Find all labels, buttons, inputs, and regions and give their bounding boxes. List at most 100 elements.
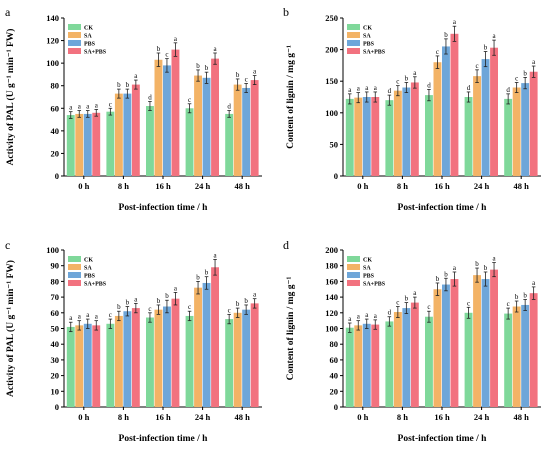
y-tick-label: 250 (325, 13, 338, 23)
y-tick-label: 80 (51, 81, 60, 91)
y-axis-label: Activity of PAL (U g⁻¹ min⁻¹ FW) (5, 260, 16, 397)
y-tick-label: 160 (325, 276, 338, 286)
bar-sa-pbs-8h (131, 308, 140, 407)
bar-sa-24h (194, 75, 202, 176)
bar-ck-16h (425, 316, 433, 407)
bar-sa-pbs-24h (490, 269, 498, 407)
significance-letter: c (475, 62, 478, 70)
y-tick-label: 40 (330, 371, 339, 381)
significance-letter: d (427, 81, 431, 89)
significance-letter: c (396, 78, 399, 86)
bar-pbs-48h (242, 309, 251, 407)
y-tick-label: 100 (325, 108, 338, 118)
bar-sa-8h (114, 315, 123, 407)
significance-letter: d (388, 309, 392, 317)
legend-label: PBS (84, 274, 96, 280)
significance-letter: a (253, 291, 257, 299)
x-tick-label: 8 h (397, 181, 408, 191)
bar-sa-pbs-24h (490, 47, 498, 177)
y-tick-label: 140 (325, 292, 338, 302)
significance-letter: d (227, 103, 231, 111)
bar-pbs-8h (402, 87, 411, 176)
legend-label: PBS (84, 42, 96, 48)
y-tick-label: 60 (330, 355, 339, 365)
bar-pbs-0h (83, 323, 92, 407)
bar-sa-0h (75, 113, 84, 176)
significance-letter: a (532, 279, 536, 287)
significance-letter: a (357, 85, 361, 93)
y-tick-label: 50 (330, 139, 339, 149)
x-tick-label: 8 h (118, 181, 129, 191)
x-tick-label: 0 h (78, 181, 89, 191)
panel-letter: c (5, 238, 10, 252)
bar-pbs-24h (481, 59, 490, 176)
bar-ck-0h (345, 98, 354, 176)
y-tick-label: 120 (325, 308, 338, 318)
significance-letter: c (507, 300, 510, 308)
x-axis-label: Post-infection time / h (119, 434, 209, 444)
significance-letter: a (348, 86, 352, 94)
y-tick-label: 200 (325, 245, 338, 255)
y-tick-label: 60 (51, 308, 60, 318)
y-tick-label: 0 (334, 402, 338, 412)
legend-swatch (68, 256, 81, 262)
bar-pbs-16h (163, 306, 171, 407)
significance-letter: b (196, 273, 200, 281)
bar-ck-48h (225, 113, 234, 176)
significance-letter: b (157, 45, 161, 53)
x-tick-label: 0 h (357, 181, 368, 191)
y-tick-label: 40 (51, 126, 60, 136)
significance-letter: c (515, 74, 518, 82)
bar-pbs-0h (362, 97, 371, 176)
x-tick-label: 24 h (195, 181, 211, 191)
bar-pbs-8h (402, 308, 411, 407)
x-tick-label: 16 h (434, 412, 450, 422)
y-tick-label: 180 (325, 261, 338, 271)
significance-letter: d (388, 87, 392, 95)
significance-letter: c (396, 299, 399, 307)
x-tick-label: 48 h (235, 181, 251, 191)
bar-sa-pbs-0h (92, 325, 101, 407)
panel-letter: b (283, 5, 289, 19)
significance-letter: b (244, 297, 248, 305)
significance-letter: a (348, 315, 352, 323)
x-tick-label: 24 h (195, 412, 211, 422)
bar-ck-8h (106, 111, 115, 176)
y-tick-label: 200 (325, 45, 338, 55)
x-tick-label: 48 h (235, 412, 251, 422)
y-tick-label: 20 (51, 371, 60, 381)
y-axis-label: Activity of PAL (U g⁻¹ min⁻¹ FW) (5, 29, 16, 166)
bar-sa-pbs-8h (410, 82, 419, 176)
significance-letter: b (523, 69, 527, 77)
bar-sa-24h (194, 287, 202, 407)
bar-sa-pbs-24h (211, 267, 219, 407)
legend-swatch (347, 264, 360, 270)
significance-letter: a (86, 311, 90, 319)
bar-sa-pbs-16h (450, 279, 459, 407)
significance-letter: a (95, 313, 99, 321)
bar-sa-pbs-48h (250, 303, 259, 407)
x-axis-label: Post-infection time / h (398, 203, 488, 213)
bar-pbs-8h (123, 311, 132, 407)
significance-letter: c (109, 100, 112, 108)
bar-sa-24h (473, 275, 481, 407)
significance-letter: a (213, 45, 217, 53)
bar-sa-8h (114, 93, 123, 176)
significance-letter: b (117, 81, 121, 89)
x-axis-label: Post-infection time / h (398, 434, 488, 444)
legend-swatch (347, 32, 360, 38)
significance-letter: a (69, 104, 73, 112)
significance-letter: a (492, 32, 496, 40)
significance-letter: b (484, 43, 488, 51)
bar-ck-24h (464, 97, 473, 176)
significance-letter: d (148, 94, 152, 102)
legend-label: SA+PBS (84, 50, 107, 56)
bar-pbs-24h (202, 282, 211, 407)
legend-label: CK (84, 258, 93, 264)
bar-pbs-16h (163, 65, 171, 176)
y-tick-label: 140 (46, 13, 59, 23)
bar-ck-0h (66, 326, 75, 407)
